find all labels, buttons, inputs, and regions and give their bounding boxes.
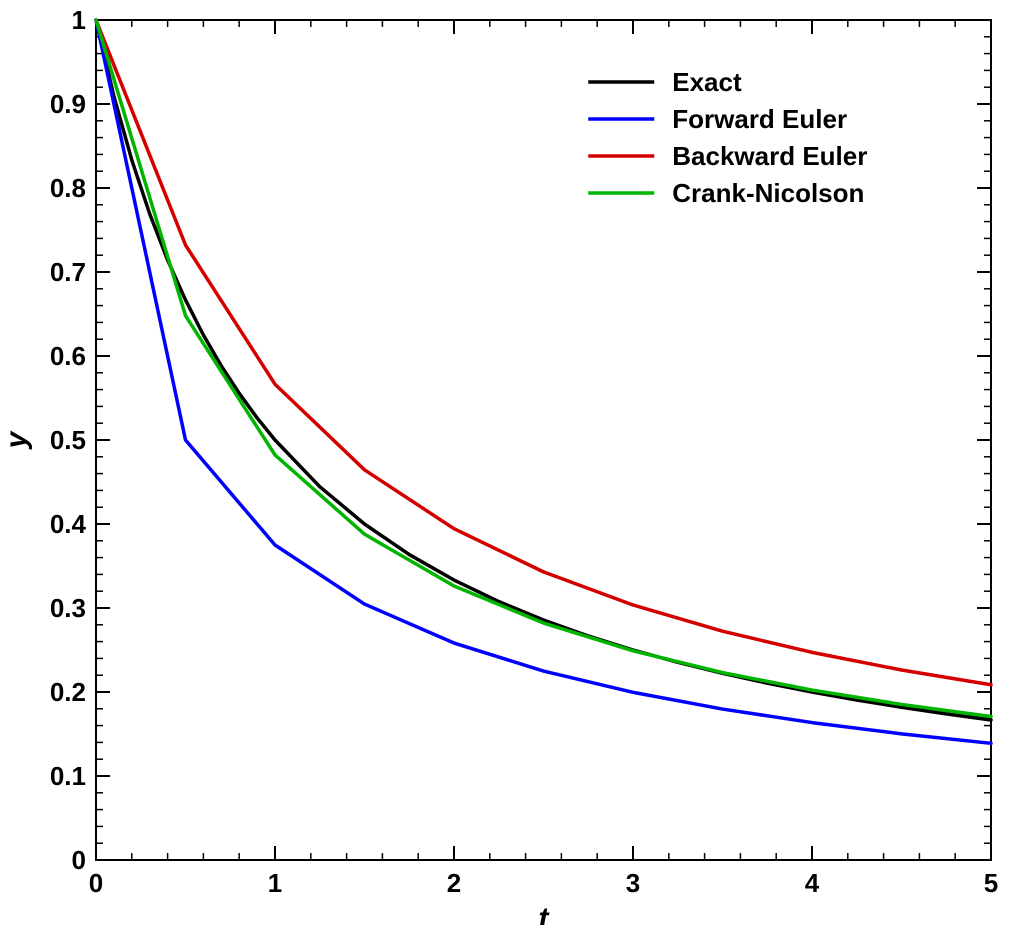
x-tick-label: 4 [805, 868, 820, 898]
y-tick-label: 0.4 [50, 509, 87, 539]
y-tick-label: 0.9 [50, 89, 86, 119]
y-tick-label: 0.2 [50, 677, 86, 707]
x-tick-label: 2 [447, 868, 461, 898]
legend-label: Backward Euler [672, 141, 867, 171]
y-tick-label: 0.1 [50, 761, 86, 791]
legend-label: Crank-Nicolson [672, 178, 864, 208]
line-chart: 012345t00.10.20.30.40.50.60.70.80.91yExa… [0, 0, 1024, 925]
y-tick-label: 0.8 [50, 173, 86, 203]
legend-label: Exact [672, 67, 742, 97]
y-axis-label: y [0, 430, 33, 450]
legend-label: Forward Euler [672, 104, 847, 134]
y-tick-label: 0 [72, 845, 86, 875]
x-tick-label: 3 [626, 868, 640, 898]
x-tick-label: 1 [268, 868, 282, 898]
y-tick-label: 1 [72, 5, 86, 35]
x-tick-label: 5 [984, 868, 998, 898]
y-tick-label: 0.7 [50, 257, 86, 287]
y-tick-label: 0.6 [50, 341, 86, 371]
y-tick-label: 0.5 [50, 425, 86, 455]
x-tick-label: 0 [89, 868, 103, 898]
y-tick-label: 0.3 [50, 593, 86, 623]
